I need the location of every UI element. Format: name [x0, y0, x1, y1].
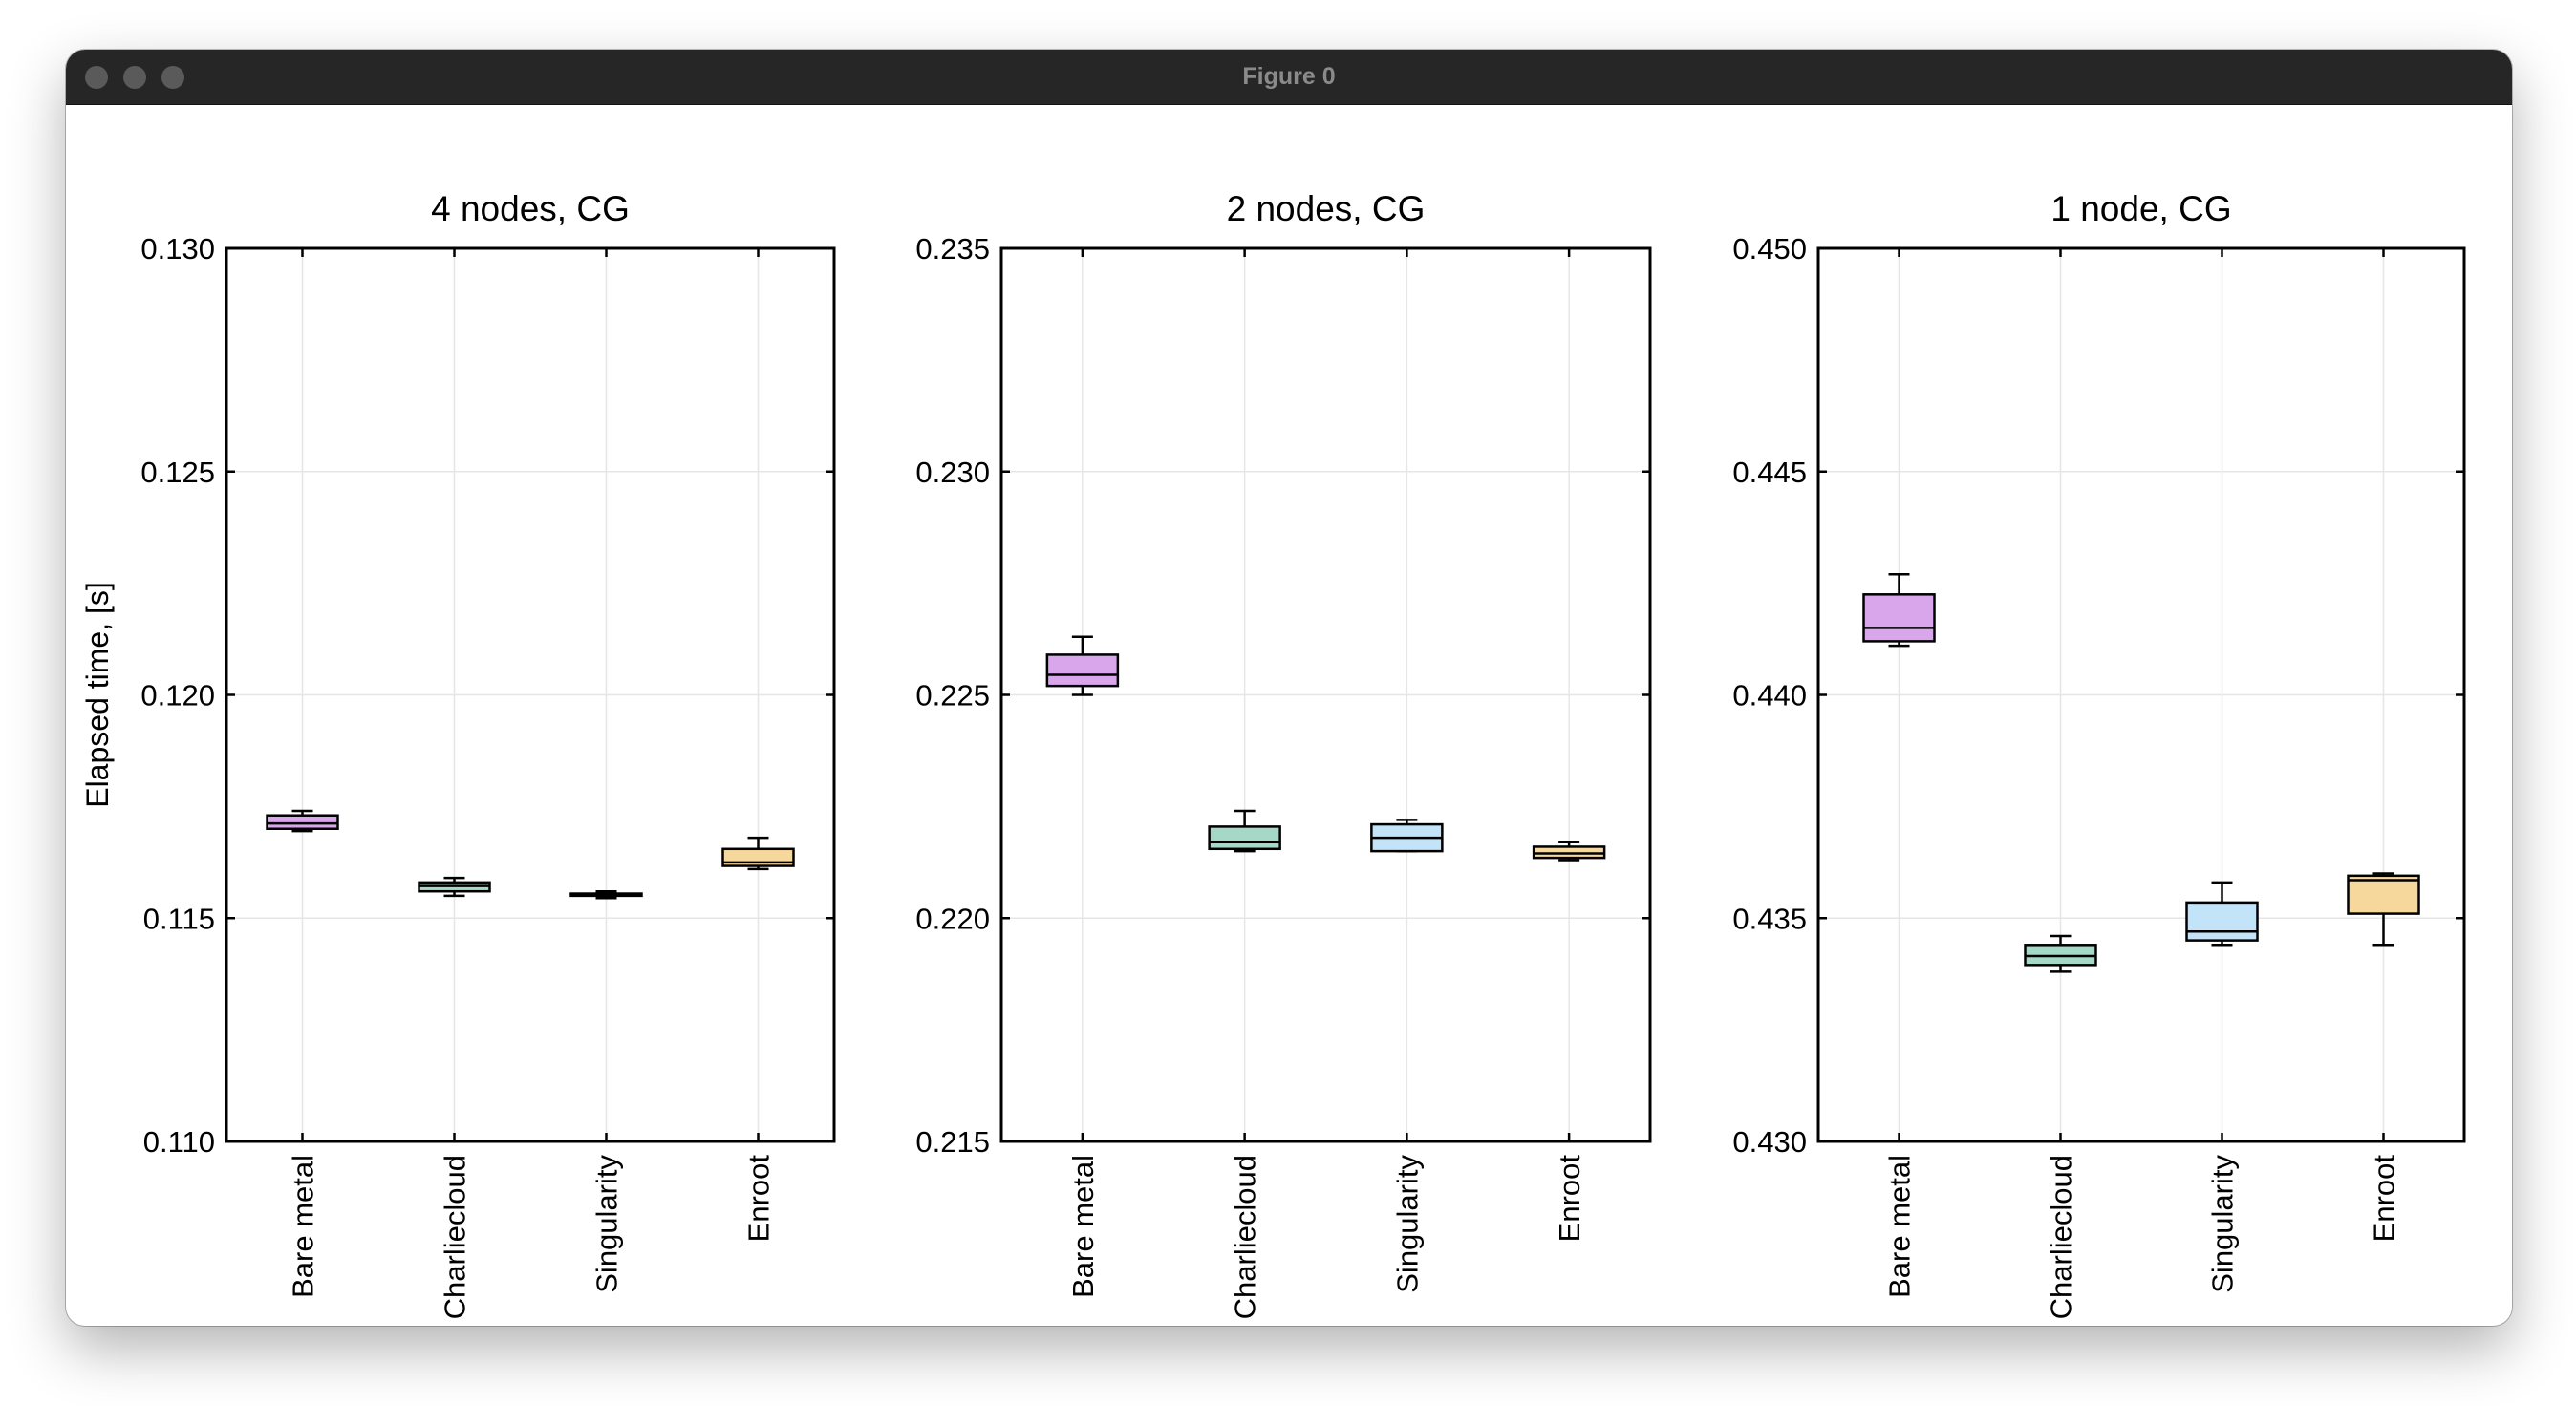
- x-tick-label: Singularity: [2206, 1155, 2240, 1293]
- x-tick-label: Bare metal: [1883, 1155, 1917, 1298]
- y-tick-label: 0.130: [140, 232, 215, 266]
- y-tick-label: 0.215: [915, 1125, 990, 1159]
- x-tick-label: Enroot: [2368, 1155, 2401, 1243]
- figure-canvas: 0.130 0.125 0.120 0.115 0.110 Bare metal Charl…: [80, 189, 2466, 1319]
- box-iqr: [1862, 593, 1936, 643]
- box-charliecloud: [1208, 809, 1281, 853]
- window-title: Figure 0: [1242, 63, 1336, 90]
- x-tick-label: Charliecloud: [2045, 1155, 2078, 1319]
- x-tick-label: Charliecloud: [1229, 1155, 1262, 1319]
- box-singularity: [2185, 881, 2259, 947]
- x-tick-label: Charliecloud: [439, 1155, 472, 1319]
- y-axis-label: Elapsed time, [s]: [80, 582, 115, 808]
- box-charliecloud: [2024, 934, 2097, 973]
- figure-window: Figure 0 0.130 0.125 0.120 0.115 0.110 Bare m…: [66, 50, 2512, 1326]
- x-tick-label: Bare metal: [1066, 1155, 1100, 1298]
- window-titlebar[interactable]: Figure 0: [66, 50, 2512, 105]
- panel-3: 0.450 0.445 0.440 0.435 0.430 Bare metal Charl…: [1732, 189, 2466, 1319]
- box-singularity: [1370, 819, 1444, 853]
- minimize-window-icon[interactable]: [123, 66, 146, 89]
- panel-1: 0.130 0.125 0.120 0.115 0.110 Bare metal Charl…: [80, 189, 836, 1319]
- box-iqr: [1045, 653, 1120, 688]
- box-bare-metal: [1862, 573, 1936, 648]
- box-bare-metal: [266, 809, 339, 833]
- box-iqr: [266, 814, 339, 830]
- box-iqr: [2185, 901, 2259, 942]
- box-enroot: [1532, 841, 1606, 862]
- box-bare-metal: [1045, 635, 1120, 696]
- box-enroot: [721, 836, 795, 871]
- y-tick-label: 0.450: [1732, 232, 1807, 266]
- axes-title: 1 node, CG: [2050, 189, 2231, 228]
- y-tick-label: 0.220: [915, 902, 990, 935]
- box-iqr: [2347, 874, 2420, 915]
- y-tick-label: 0.115: [143, 902, 215, 935]
- axes-title: 2 nodes, CG: [1227, 189, 1426, 228]
- box-singularity: [569, 889, 643, 900]
- y-tick-label: 0.235: [915, 232, 990, 266]
- zoom-window-icon[interactable]: [161, 66, 184, 89]
- x-tick-label: Enroot: [742, 1155, 776, 1243]
- y-tick-label: 0.445: [1732, 456, 1807, 489]
- y-tick-label: 0.120: [140, 679, 215, 713]
- box-iqr: [1208, 825, 1281, 851]
- y-tick-label: 0.225: [915, 679, 990, 713]
- y-tick-label: 0.110: [143, 1125, 215, 1159]
- x-tick-label: Singularity: [590, 1155, 624, 1293]
- y-tick-label: 0.125: [140, 456, 215, 489]
- y-tick-label: 0.435: [1732, 902, 1807, 935]
- y-tick-label: 0.430: [1732, 1125, 1807, 1159]
- axes-title: 4 nodes, CG: [431, 189, 630, 228]
- y-tick-label: 0.440: [1732, 679, 1807, 713]
- x-tick-label: Enroot: [1553, 1155, 1586, 1243]
- close-window-icon[interactable]: [85, 66, 108, 89]
- panel-2: 0.235 0.230 0.225 0.220 0.215 Bare metal Charl…: [915, 189, 1652, 1319]
- box-charliecloud: [418, 876, 491, 898]
- x-tick-label: Singularity: [1390, 1155, 1424, 1293]
- x-tick-label: Bare metal: [287, 1155, 320, 1298]
- box-enroot: [2347, 872, 2420, 947]
- y-tick-label: 0.230: [915, 456, 990, 489]
